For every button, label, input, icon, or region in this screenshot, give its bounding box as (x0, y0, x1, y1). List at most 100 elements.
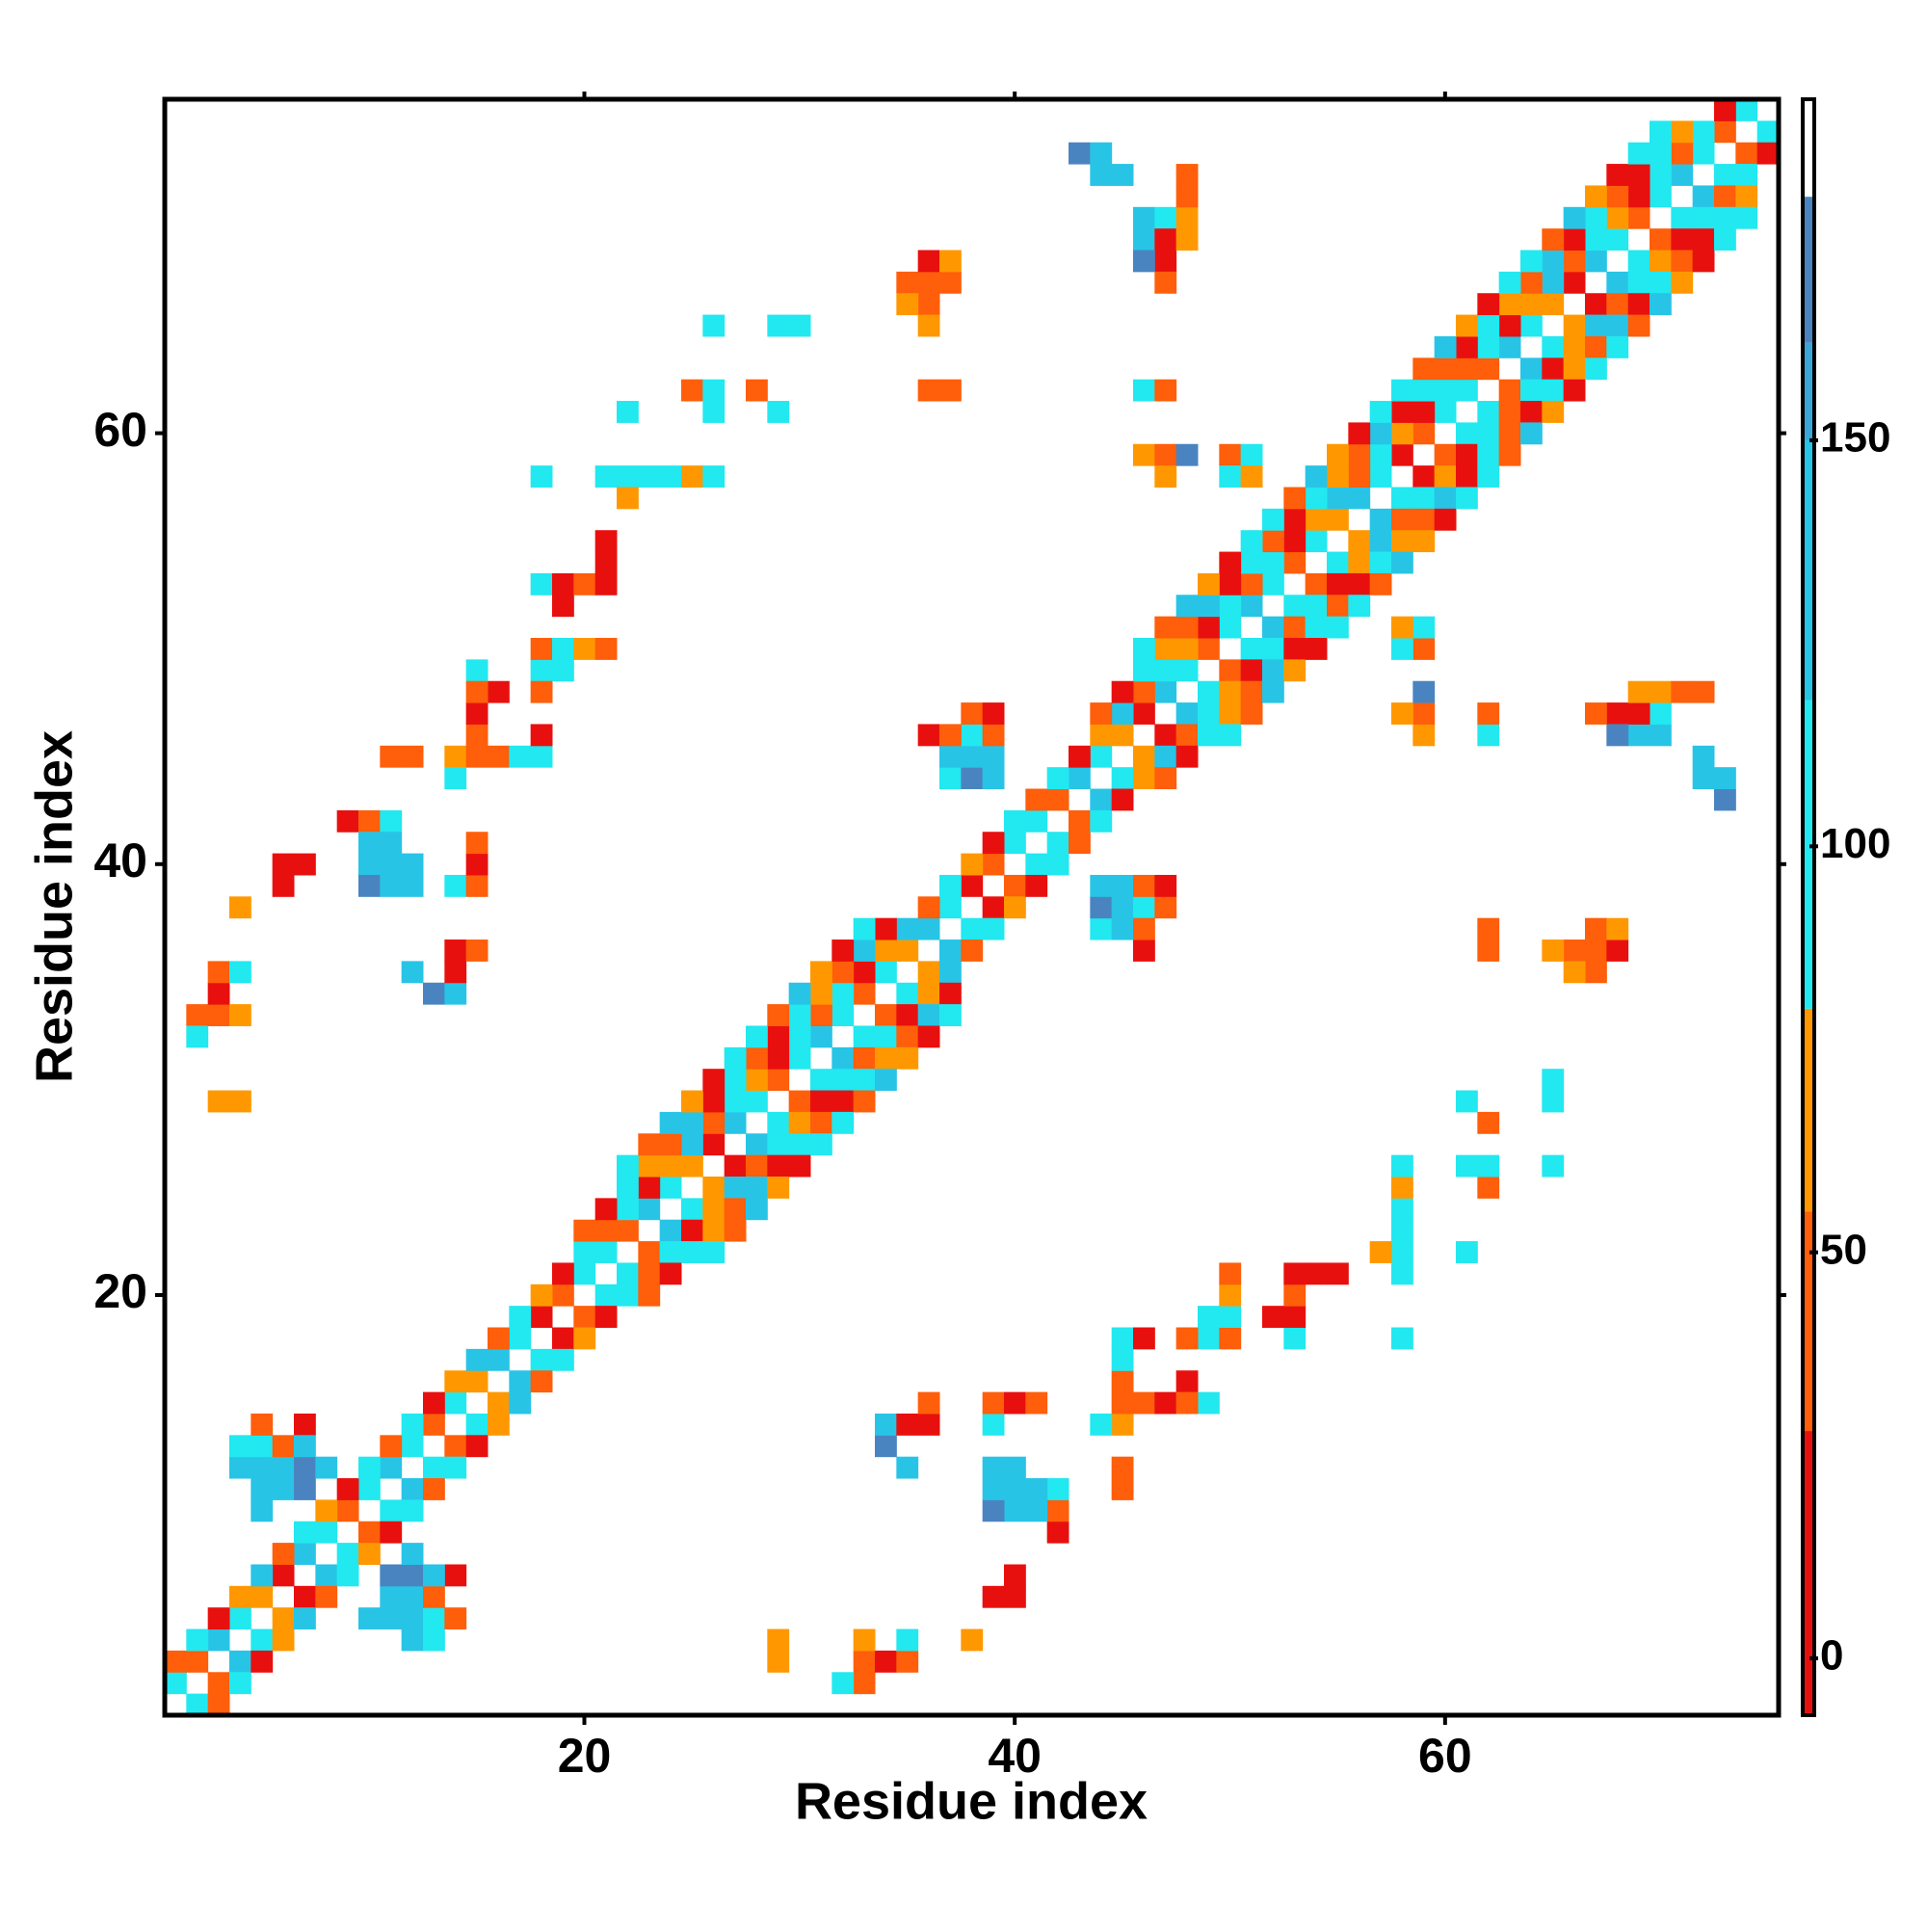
heatmap-cell (1133, 896, 1155, 919)
heatmap-cell (1456, 357, 1478, 381)
heatmap-cell (1671, 120, 1694, 144)
heatmap-cell (1369, 401, 1392, 423)
heatmap-cell (917, 271, 940, 294)
heatmap-cell (1111, 917, 1134, 940)
heatmap-cell (788, 1046, 811, 1070)
heatmap-cell (380, 745, 403, 768)
heatmap-cell (1348, 530, 1371, 553)
heatmap-cell (875, 1435, 897, 1458)
heatmap-cell (423, 1391, 445, 1415)
heatmap-cell (1434, 401, 1457, 423)
heatmap-cell (788, 314, 811, 337)
heatmap-cell (1133, 228, 1155, 251)
heatmap-cell (1111, 767, 1134, 790)
heatmap-cell (767, 1133, 790, 1156)
heatmap-cell (1133, 874, 1155, 897)
heatmap-cell (272, 1564, 295, 1587)
heatmap-cell (896, 1413, 919, 1436)
heatmap-cell (401, 1499, 424, 1522)
heatmap-cell (594, 1306, 618, 1329)
heatmap-cell (1133, 206, 1155, 229)
heatmap-cell (939, 767, 962, 790)
heatmap-cell (1090, 917, 1113, 940)
heatmap-cell (594, 1198, 618, 1221)
heatmap-cell (1735, 142, 1758, 165)
heatmap-cell (1175, 1391, 1199, 1415)
heatmap-cell (659, 465, 682, 488)
heatmap-cell (1069, 767, 1091, 790)
heatmap-cell (1154, 767, 1177, 790)
heatmap-cell (853, 917, 876, 940)
heatmap-cell (1563, 357, 1586, 381)
heatmap-cell (552, 572, 574, 595)
heatmap-cell (961, 724, 984, 747)
heatmap-cell (1585, 185, 1607, 208)
heatmap-cell (444, 1607, 467, 1630)
heatmap-cell (853, 1628, 876, 1652)
heatmap-cell (982, 767, 1005, 790)
heatmap-cell (1671, 271, 1694, 294)
heatmap-cell (1198, 1327, 1220, 1350)
heatmap-cell (594, 638, 618, 660)
heatmap-cell (810, 982, 832, 1005)
heatmap-cell (1219, 1284, 1242, 1307)
heatmap-cell (1650, 164, 1672, 186)
heatmap-cell (1133, 659, 1155, 682)
heatmap-cell (380, 1521, 403, 1544)
heatmap-cell (1283, 1262, 1307, 1285)
heatmap-cell (982, 917, 1005, 940)
heatmap-cell (810, 1069, 832, 1092)
heatmap-cell (272, 853, 295, 876)
heatmap-cell (530, 465, 553, 488)
heatmap-cell (465, 659, 488, 682)
heatmap-cell (1348, 443, 1371, 466)
heatmap-cell (1671, 250, 1694, 273)
heatmap-cell (1111, 680, 1134, 703)
heatmap-cell (358, 809, 381, 833)
heatmap-cell (401, 1607, 424, 1630)
heatmap-cell (488, 1348, 510, 1371)
heatmap-cell (1219, 724, 1242, 747)
heatmap-cell (401, 1628, 424, 1652)
heatmap-cell (1542, 357, 1565, 381)
heatmap-cell (1606, 185, 1629, 208)
heatmap-cell (1133, 1391, 1155, 1415)
heatmap-cell (1391, 1177, 1413, 1199)
heatmap-cell (1198, 616, 1220, 639)
colorbar-tick-label: 0 (1820, 1632, 1843, 1680)
heatmap-cell (746, 1090, 768, 1113)
heatmap-cell (961, 853, 984, 876)
heatmap-cell (1175, 745, 1199, 768)
heatmap-cell (488, 680, 510, 703)
heatmap-cell (465, 724, 488, 747)
heatmap-cell (207, 982, 230, 1005)
heatmap-cell (1090, 788, 1113, 811)
heatmap-cell (1240, 638, 1263, 660)
heatmap-cell (1111, 724, 1134, 747)
heatmap-cell (1498, 335, 1521, 358)
heatmap-cell (982, 1391, 1005, 1415)
heatmap-cell (1477, 357, 1500, 381)
heatmap-cell (444, 1564, 467, 1587)
heatmap-cell (1456, 335, 1478, 358)
heatmap-cell (982, 1456, 1005, 1479)
heatmap-cell (617, 487, 639, 510)
heatmap-cell (788, 1004, 811, 1026)
heatmap-cell (294, 1521, 316, 1544)
heatmap-cell (380, 1564, 403, 1587)
heatmap-cell (1520, 250, 1543, 273)
heatmap-cell (465, 1370, 488, 1393)
heatmap-cell (982, 832, 1005, 855)
heatmap-cell (896, 1456, 919, 1479)
heatmap-cell (1585, 917, 1607, 940)
heatmap-cell (1650, 120, 1672, 144)
heatmap-cell (251, 1650, 274, 1673)
heatmap-cell (1520, 357, 1543, 381)
heatmap-cell (465, 745, 488, 768)
heatmap-cell (746, 1069, 768, 1092)
heatmap-cell (1627, 724, 1650, 747)
heatmap-cell (1391, 616, 1413, 639)
heatmap-cell (1262, 1306, 1284, 1329)
heatmap-cell (917, 314, 940, 337)
